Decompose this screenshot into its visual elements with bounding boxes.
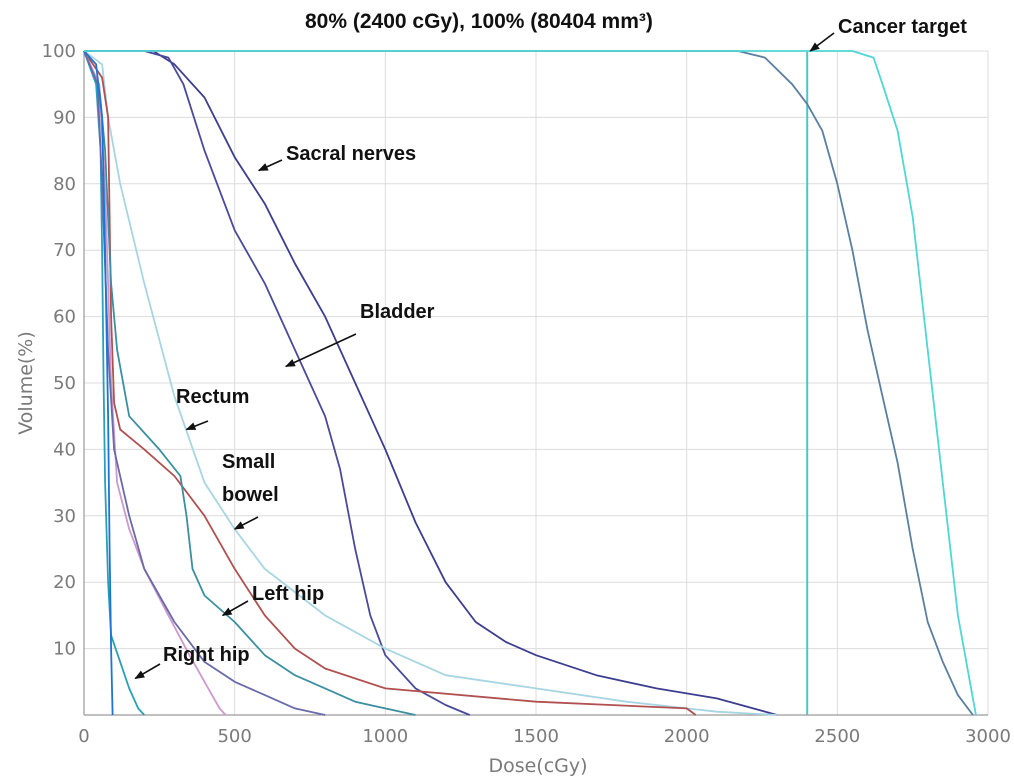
annotation-arrow xyxy=(284,333,357,368)
annotations: Sacral nerves Bladder Rectum Small bowel Left… xyxy=(134,16,967,680)
x-axis-title: Dose(cGy) xyxy=(488,755,587,777)
annotation-arrow xyxy=(257,159,283,172)
series-8 xyxy=(83,50,114,716)
annotation-arrow xyxy=(809,32,835,52)
axes: 0 500 1000 1500 2000 2500 3000 10 20 30 40 50 60 70 80… xyxy=(42,41,1011,747)
x-tick-label: 500 xyxy=(217,726,251,747)
y-tick-label: 60 xyxy=(53,307,76,328)
annotation-label: Bladder xyxy=(360,301,435,323)
y-axis-title: Volume(%) xyxy=(15,331,37,435)
annotation-label: Rectum xyxy=(176,386,249,408)
series-group xyxy=(83,50,977,716)
annotation-arrow xyxy=(221,600,249,617)
series-rectum xyxy=(83,50,778,716)
chart-title: 80% (2400 cGy), 100% (80404 mm³) xyxy=(305,10,653,33)
y-tick-label: 90 xyxy=(53,107,76,128)
y-tick-label: 80 xyxy=(53,174,76,195)
y-tick-label: 50 xyxy=(53,373,76,394)
x-tick-label: 2000 xyxy=(664,726,710,747)
y-tick-label: 40 xyxy=(53,439,76,460)
series-7 xyxy=(83,50,326,716)
annotation-arrow xyxy=(185,420,209,431)
x-tick-label: 3000 xyxy=(965,726,1011,747)
annotation-arrow xyxy=(134,663,161,680)
x-tick-label: 0 xyxy=(78,726,89,747)
x-tick-label: 2500 xyxy=(814,726,860,747)
annotation-label: Cancer target xyxy=(838,16,967,38)
annotation-arrow xyxy=(233,516,259,530)
series-9 xyxy=(84,50,974,716)
annotation-label: Right hip xyxy=(163,644,250,666)
series-bladder xyxy=(84,50,471,716)
annotation-label: Left hip xyxy=(252,583,324,605)
x-tick-label: 1000 xyxy=(362,726,408,747)
y-tick-label: 70 xyxy=(53,240,76,261)
series-cancer-target xyxy=(84,50,977,716)
grid xyxy=(83,50,989,715)
y-tick-label: 30 xyxy=(53,506,76,527)
annotation-label: Sacral nerves xyxy=(286,143,416,165)
y-tick-label: 10 xyxy=(53,639,76,660)
series-sacral-nerves xyxy=(84,50,778,716)
x-tick-label: 1500 xyxy=(513,726,559,747)
y-tick-label: 100 xyxy=(42,41,76,62)
annotation-label: Small xyxy=(222,451,275,473)
series-left-hip xyxy=(83,50,416,716)
annotation-label: bowel xyxy=(222,484,279,506)
y-tick-label: 20 xyxy=(53,572,76,593)
